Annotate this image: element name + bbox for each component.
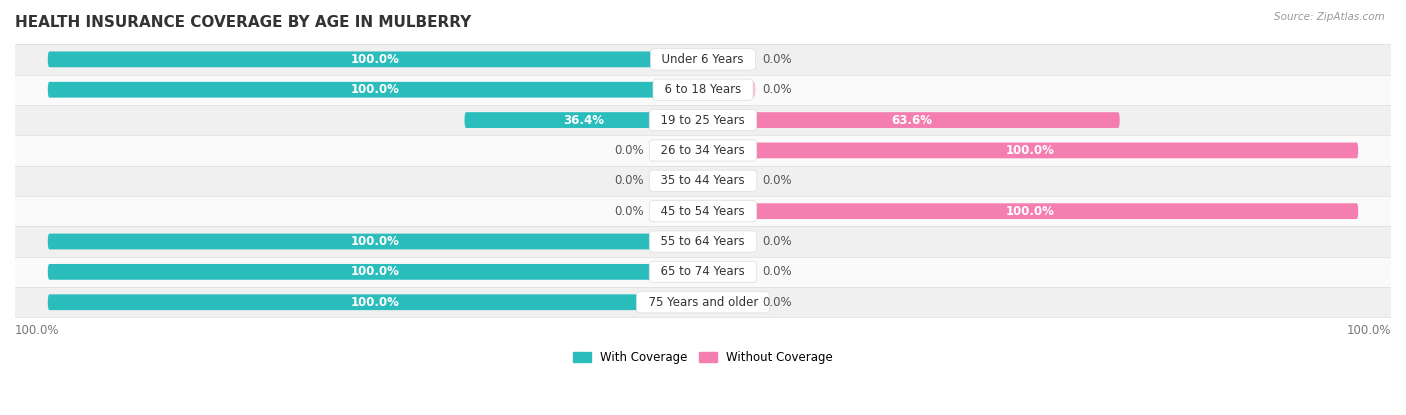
FancyBboxPatch shape [48, 82, 703, 98]
Text: 100.0%: 100.0% [1347, 324, 1391, 337]
FancyBboxPatch shape [15, 257, 1391, 287]
Legend: With Coverage, Without Coverage: With Coverage, Without Coverage [568, 347, 838, 369]
FancyBboxPatch shape [703, 112, 1119, 128]
FancyBboxPatch shape [15, 287, 1391, 317]
Text: 0.0%: 0.0% [762, 265, 792, 278]
Text: 75 Years and older: 75 Years and older [641, 296, 765, 309]
FancyBboxPatch shape [651, 173, 703, 189]
Text: 0.0%: 0.0% [614, 174, 644, 187]
Text: 100.0%: 100.0% [352, 53, 399, 66]
FancyBboxPatch shape [651, 142, 703, 159]
Text: 6 to 18 Years: 6 to 18 Years [657, 83, 749, 96]
FancyBboxPatch shape [651, 203, 703, 219]
Text: 0.0%: 0.0% [762, 83, 792, 96]
Text: Under 6 Years: Under 6 Years [655, 53, 751, 66]
FancyBboxPatch shape [48, 234, 703, 249]
FancyBboxPatch shape [703, 173, 755, 189]
FancyBboxPatch shape [703, 82, 755, 98]
Text: 45 to 54 Years: 45 to 54 Years [654, 205, 752, 217]
Text: 0.0%: 0.0% [762, 174, 792, 187]
FancyBboxPatch shape [48, 294, 703, 310]
Text: 100.0%: 100.0% [352, 83, 399, 96]
Text: 100.0%: 100.0% [15, 324, 59, 337]
Text: 63.6%: 63.6% [891, 114, 932, 127]
FancyBboxPatch shape [703, 234, 755, 249]
Text: 0.0%: 0.0% [762, 53, 792, 66]
FancyBboxPatch shape [15, 166, 1391, 196]
Text: 35 to 44 Years: 35 to 44 Years [654, 174, 752, 187]
FancyBboxPatch shape [703, 264, 755, 280]
FancyBboxPatch shape [15, 75, 1391, 105]
Text: HEALTH INSURANCE COVERAGE BY AGE IN MULBERRY: HEALTH INSURANCE COVERAGE BY AGE IN MULB… [15, 15, 471, 30]
Text: 55 to 64 Years: 55 to 64 Years [654, 235, 752, 248]
Text: 100.0%: 100.0% [352, 296, 399, 309]
FancyBboxPatch shape [703, 51, 755, 67]
FancyBboxPatch shape [15, 105, 1391, 135]
Text: 65 to 74 Years: 65 to 74 Years [654, 265, 752, 278]
Text: Source: ZipAtlas.com: Source: ZipAtlas.com [1274, 12, 1385, 22]
Text: 100.0%: 100.0% [352, 265, 399, 278]
Text: 0.0%: 0.0% [614, 205, 644, 217]
FancyBboxPatch shape [464, 112, 703, 128]
FancyBboxPatch shape [703, 142, 1358, 159]
FancyBboxPatch shape [48, 264, 703, 280]
FancyBboxPatch shape [15, 44, 1391, 75]
FancyBboxPatch shape [48, 51, 703, 67]
Text: 26 to 34 Years: 26 to 34 Years [654, 144, 752, 157]
Text: 100.0%: 100.0% [1007, 144, 1054, 157]
FancyBboxPatch shape [15, 226, 1391, 257]
Text: 100.0%: 100.0% [352, 235, 399, 248]
Text: 36.4%: 36.4% [564, 114, 605, 127]
Text: 0.0%: 0.0% [762, 296, 792, 309]
FancyBboxPatch shape [703, 294, 755, 310]
Text: 19 to 25 Years: 19 to 25 Years [654, 114, 752, 127]
FancyBboxPatch shape [703, 203, 1358, 219]
Text: 0.0%: 0.0% [762, 235, 792, 248]
FancyBboxPatch shape [15, 196, 1391, 226]
FancyBboxPatch shape [15, 135, 1391, 166]
Text: 0.0%: 0.0% [614, 144, 644, 157]
Text: 100.0%: 100.0% [1007, 205, 1054, 217]
